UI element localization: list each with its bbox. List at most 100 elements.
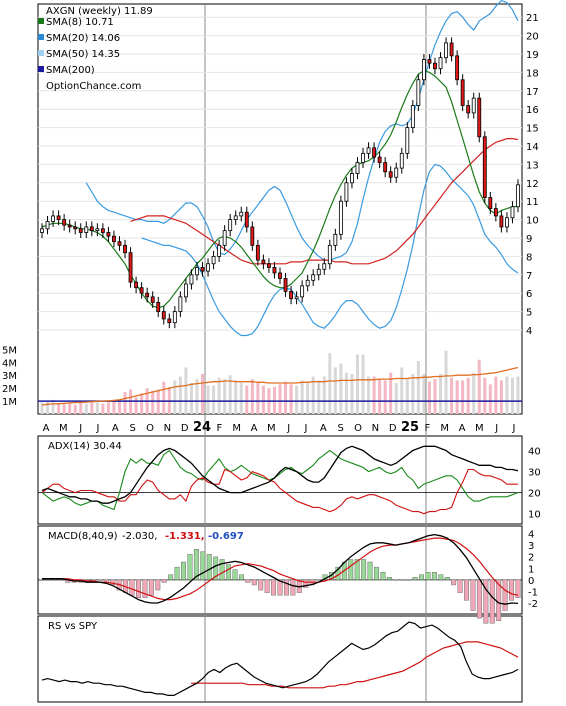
volume-bar xyxy=(178,376,182,414)
macd-histogram-bar xyxy=(451,579,457,586)
volume-bar xyxy=(333,367,337,414)
price-tick-label: 12 xyxy=(526,179,539,190)
volume-bar xyxy=(378,379,382,414)
candle-body xyxy=(222,230,227,246)
volume-bar xyxy=(400,367,404,414)
volume-bar xyxy=(256,381,260,414)
minus-di-line xyxy=(41,468,518,515)
volume-bar xyxy=(95,402,99,414)
macd-panel-frame xyxy=(37,525,523,615)
volume-average-line xyxy=(41,366,519,406)
legend-sma50: SMA(50) 14.35 xyxy=(46,49,120,60)
x-tick-label: S xyxy=(129,423,135,434)
volume-tick-label: 1M xyxy=(2,397,17,408)
price-legend: AXGN (weekly) 11.89 SMA(8) 10.71 SMA(20)… xyxy=(38,6,153,92)
candle-body xyxy=(421,59,426,81)
macd-label: MACD(8,40,9) xyxy=(48,531,118,542)
macd-histogram-bar xyxy=(213,556,219,581)
macd-tick-label: 4 xyxy=(528,529,534,540)
macd-histogram-bar xyxy=(129,579,135,596)
candle-body xyxy=(471,97,476,114)
candle-body xyxy=(383,162,388,173)
volume-bar xyxy=(40,402,44,414)
volume-bar xyxy=(106,402,110,414)
x-tick-label: F xyxy=(216,423,222,434)
candle-body xyxy=(316,268,321,276)
candle-body xyxy=(128,252,133,283)
candle-body xyxy=(40,228,44,233)
x-tick-label: N xyxy=(164,423,171,434)
legend-sma200: SMA(200) xyxy=(46,65,95,76)
price-y-axis: 4 5 6 7 8 9 10 11 12 13 14 15 16 17 18 19 20 21 xyxy=(526,13,539,337)
candle-body xyxy=(139,287,144,294)
macd-value: -2.030, xyxy=(122,531,157,542)
x-tick-label: F xyxy=(424,423,430,434)
price-tick-label: 21 xyxy=(526,13,539,24)
candle-body xyxy=(311,274,316,281)
volume-bar xyxy=(455,380,459,414)
volume-bar xyxy=(261,385,265,414)
volume-bar xyxy=(361,354,365,414)
candle-body xyxy=(372,147,377,158)
macd-histogram-bar xyxy=(431,572,437,581)
macd-histogram-bar xyxy=(509,579,515,601)
macd-tick-label: 2 xyxy=(528,553,534,564)
candle-body xyxy=(56,215,61,220)
macd-histogram-bar xyxy=(303,579,309,588)
legend-swatch-sma50 xyxy=(38,50,44,56)
candle-body xyxy=(67,224,72,228)
candle-body xyxy=(488,197,493,209)
rs-lines xyxy=(41,621,519,697)
adx-tick-label: 40 xyxy=(528,447,541,458)
macd-histogram-bar xyxy=(316,579,322,581)
macd-histogram-bar xyxy=(193,549,199,581)
candle-body xyxy=(333,233,338,246)
volume-bar xyxy=(405,379,409,414)
volume-bar xyxy=(79,402,83,414)
macd-histogram-value: -0.697 xyxy=(208,531,244,542)
volume-bar xyxy=(206,385,210,414)
candle-body xyxy=(327,244,332,265)
volume-bar xyxy=(140,393,144,414)
price-tick-label: 14 xyxy=(526,142,539,153)
adx-y-axis: 10 20 30 40 xyxy=(528,447,541,521)
volume-bars xyxy=(38,350,522,414)
x-tick-label: J xyxy=(96,423,100,434)
candle-body xyxy=(444,42,448,59)
x-tick-label: A xyxy=(43,423,50,434)
volume-bar xyxy=(134,397,138,414)
candle-body xyxy=(161,311,166,320)
candle-body xyxy=(172,311,177,324)
macd-histogram-bar xyxy=(412,577,418,581)
macd-histogram-bar xyxy=(45,579,51,581)
candle-body xyxy=(233,215,238,220)
candle-body xyxy=(460,79,465,106)
candle-body xyxy=(482,136,487,198)
price-panel-frame xyxy=(37,3,523,415)
volume-bar xyxy=(416,361,420,414)
candle-body xyxy=(377,156,382,163)
macd-histogram-bar xyxy=(251,579,257,586)
candle-body xyxy=(195,267,199,276)
price-tick-label: 17 xyxy=(526,87,539,98)
candle-body xyxy=(78,228,83,233)
volume-y-axis: 1M 2M 3M 4M 5M xyxy=(2,345,17,408)
price-tick-label: 5 xyxy=(526,308,532,319)
macd-histogram-bar xyxy=(438,574,444,581)
macd-histogram-bar xyxy=(393,579,399,581)
macd-histogram-bar xyxy=(361,559,367,581)
candle-body xyxy=(427,59,432,64)
candle-body xyxy=(272,267,277,274)
volume-bar xyxy=(162,381,166,414)
candle-body xyxy=(178,296,183,313)
candle-body xyxy=(51,215,55,222)
volume-bar xyxy=(200,373,205,414)
legend-swatch-sma8 xyxy=(38,18,44,24)
candle-body xyxy=(449,42,454,57)
volume-tick-label: 2M xyxy=(2,384,17,395)
macd-histogram-bar xyxy=(515,579,521,598)
candle-body xyxy=(477,97,482,138)
price-tick-label: 20 xyxy=(526,32,539,43)
price-tick-label: 10 xyxy=(526,216,539,227)
volume-bar xyxy=(73,404,77,414)
